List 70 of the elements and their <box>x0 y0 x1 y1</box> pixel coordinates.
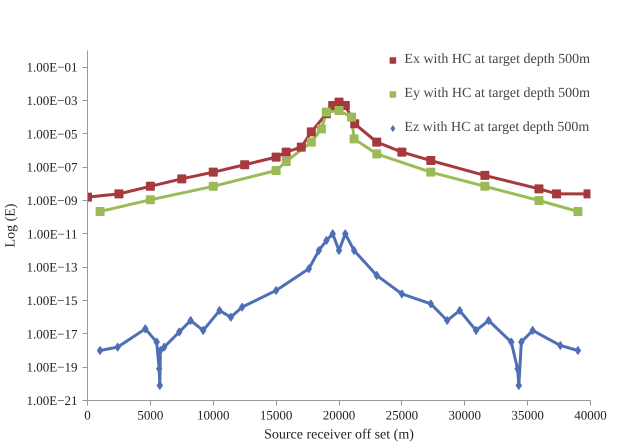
y-tick-label: 1.00E−13 <box>26 260 78 275</box>
legend-label: Ex with HC at target depth 500m <box>404 52 590 68</box>
point <box>296 142 306 152</box>
point <box>146 182 155 191</box>
point <box>397 148 406 157</box>
point <box>316 246 322 255</box>
point <box>573 206 582 216</box>
x-tick-label: 20000 <box>322 408 356 422</box>
point <box>347 112 356 122</box>
point <box>444 316 450 326</box>
point <box>552 189 562 198</box>
y-tick-label: 1.00E−07 <box>26 160 78 175</box>
y-axis-title: Log (E) <box>3 203 18 248</box>
point <box>316 124 326 134</box>
y-tick-label: 1.00E−05 <box>26 126 78 142</box>
point <box>350 134 359 144</box>
point <box>334 106 344 116</box>
y-tick-label: 1.00E−21 <box>26 393 78 408</box>
point <box>398 289 406 298</box>
point <box>350 246 358 255</box>
point <box>272 286 280 295</box>
x-tick-label: 5000 <box>137 408 164 422</box>
point <box>372 138 382 147</box>
point <box>142 324 149 334</box>
point <box>574 346 582 355</box>
y-tick-label: 1.00E−15 <box>26 293 78 308</box>
point <box>177 174 186 184</box>
point <box>208 168 218 177</box>
y-tick-label: 1.00E−17 <box>26 326 78 342</box>
point <box>426 156 436 166</box>
point <box>472 326 480 335</box>
point <box>272 166 281 176</box>
x-tick-label: 40000 <box>574 408 607 422</box>
x-tick-label: 15000 <box>260 408 292 422</box>
point <box>208 182 218 191</box>
point <box>114 189 124 198</box>
x-tick-label: 10000 <box>197 408 230 422</box>
x-tick-label: 25000 <box>386 408 418 422</box>
point <box>529 326 536 335</box>
x-tick-label: 35000 <box>511 408 544 422</box>
point <box>282 156 291 166</box>
point <box>228 312 234 322</box>
point <box>272 152 281 162</box>
point <box>146 195 155 204</box>
point <box>323 236 330 245</box>
point <box>480 182 490 191</box>
y-tick-label: 1.00E−01 <box>26 60 78 75</box>
y-tick-label: 1.00E−03 <box>26 93 78 108</box>
y-tick-label: 1.00E−19 <box>26 360 78 375</box>
x-tick-label: 30000 <box>448 408 481 422</box>
point <box>306 127 316 136</box>
point <box>306 138 316 147</box>
x-tick-label: 0 <box>84 408 91 422</box>
y-tick-label: 1.00E−11 <box>26 226 78 242</box>
point <box>534 196 544 205</box>
point <box>372 149 382 158</box>
point <box>96 346 104 355</box>
point <box>426 168 436 177</box>
point <box>282 148 291 157</box>
y-tick-label: 1.00E−09 <box>26 193 78 208</box>
point <box>240 160 250 170</box>
point <box>187 316 194 326</box>
legend-label: Ez with HC at target depth 500m <box>404 120 590 136</box>
point <box>485 316 492 326</box>
point <box>96 206 105 216</box>
point <box>480 170 490 180</box>
point <box>534 184 544 194</box>
legend-label: Ey with HC at target depth 500m <box>404 86 590 102</box>
point <box>216 306 223 316</box>
x-axis-title: Source receiver off set (m) <box>264 428 414 442</box>
